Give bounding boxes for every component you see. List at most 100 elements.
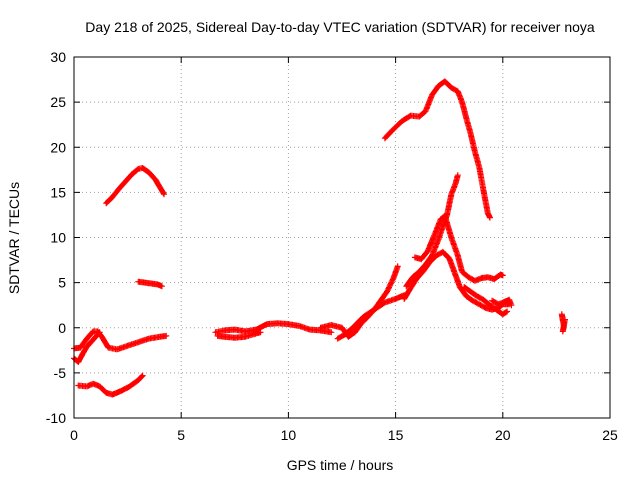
x-tick-label: 0 [70, 427, 78, 443]
data-point [478, 166, 481, 168]
data-point [120, 390, 122, 392]
data-point [330, 324, 333, 326]
data-point [392, 277, 395, 279]
data-point [158, 335, 161, 338]
data-point [126, 345, 129, 347]
data-point [86, 345, 88, 348]
data-point [424, 263, 427, 266]
series-track-i [334, 292, 408, 342]
data-point [489, 304, 491, 306]
y-tick-label: 20 [50, 139, 66, 155]
data-point [276, 322, 279, 325]
data-point [433, 234, 435, 237]
data-point [461, 270, 463, 273]
data-point [161, 285, 163, 288]
data-point [465, 117, 468, 120]
data-point [482, 298, 485, 301]
data-point [456, 174, 459, 177]
data-point [474, 150, 476, 153]
x-tick-label: 20 [495, 427, 511, 443]
data-point [414, 256, 416, 259]
series-track-l [411, 212, 506, 284]
data-point [416, 277, 418, 279]
data-point [491, 299, 493, 302]
data-point [450, 236, 453, 239]
data-point [482, 189, 485, 192]
data-point [137, 168, 140, 170]
data-point [420, 258, 423, 260]
data-point [562, 330, 564, 333]
series-markers [103, 165, 167, 207]
data-point [165, 335, 167, 337]
data-point [148, 337, 150, 340]
y-axis-label: SDTVAR / TECUs [6, 182, 22, 294]
data-point [384, 301, 386, 304]
data-point [508, 298, 511, 301]
series-markers [75, 372, 146, 398]
data-point [77, 384, 80, 387]
data-point [92, 338, 95, 341]
data-point [287, 323, 290, 325]
data-point [148, 171, 150, 174]
y-tick-label: 5 [58, 275, 66, 291]
data-point [441, 225, 444, 228]
data-point [86, 385, 88, 388]
data-point [118, 187, 120, 190]
y-tick-label: 25 [50, 94, 66, 110]
x-tick-label: 5 [177, 427, 185, 443]
data-point [137, 280, 140, 283]
y-tick-label: 30 [50, 49, 66, 65]
data-point [431, 94, 433, 96]
data-point [223, 329, 225, 332]
data-point [424, 110, 427, 112]
data-point [116, 348, 118, 351]
data-point [562, 319, 564, 322]
data-point [450, 193, 453, 195]
data-point [486, 276, 489, 279]
y-tick-label: 10 [50, 230, 66, 246]
x-tick-label: 25 [602, 427, 618, 443]
series-markers [381, 78, 493, 221]
data-point [502, 274, 504, 277]
data-point [124, 180, 127, 183]
data-point [444, 80, 446, 83]
data-point [478, 303, 481, 306]
data-point [439, 218, 442, 221]
data-point [81, 353, 84, 355]
data-point [255, 328, 258, 331]
data-point [92, 382, 95, 385]
data-point [223, 335, 225, 338]
series-track-b [135, 278, 165, 290]
data-point [454, 274, 457, 277]
data-point [137, 379, 140, 381]
data-point [459, 286, 461, 288]
data-point [396, 265, 399, 268]
data-point [362, 316, 365, 318]
data-point [480, 277, 483, 279]
data-point [497, 303, 500, 306]
data-point [98, 385, 101, 388]
data-point [437, 238, 440, 241]
series-track-p [558, 311, 568, 335]
data-point [244, 330, 247, 333]
data-point [409, 287, 412, 289]
y-tick-label: 15 [50, 184, 66, 200]
data-point [409, 114, 412, 117]
data-point [435, 254, 438, 257]
data-point [448, 257, 451, 260]
data-point [309, 328, 311, 331]
data-point [373, 308, 375, 311]
data-point [214, 331, 217, 334]
data-point [463, 286, 466, 288]
data-point [444, 215, 446, 217]
data-point [150, 282, 152, 285]
series-track-g [214, 329, 264, 341]
data-point [465, 295, 468, 297]
data-point [456, 254, 459, 257]
data-point [347, 335, 350, 338]
x-axis-label: GPS time / hours [287, 457, 394, 473]
data-point [98, 331, 101, 334]
data-point [266, 323, 268, 325]
data-point [259, 331, 262, 334]
data-point [234, 328, 236, 331]
